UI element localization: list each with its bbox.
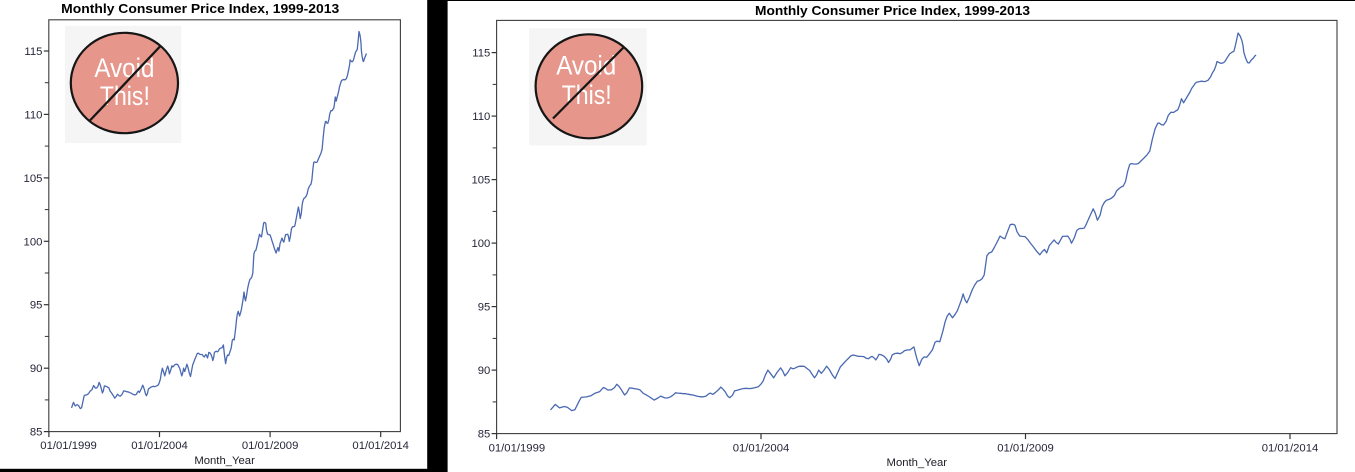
svg-text:Month_Year: Month_Year [887,457,948,469]
svg-text:Month_Year: Month_Year [194,455,255,467]
svg-text:85: 85 [30,427,43,439]
svg-text:95: 95 [478,302,491,314]
svg-text:115: 115 [24,46,42,58]
svg-text:01/01/2014: 01/01/2014 [352,440,409,452]
svg-text:01/01/1999: 01/01/1999 [40,440,97,452]
svg-text:This!: This! [100,81,150,111]
svg-text:Avoid: Avoid [94,53,154,83]
svg-text:01/01/2014: 01/01/2014 [1262,443,1319,455]
svg-text:85: 85 [478,429,491,441]
svg-text:Monthly Consumer Price Index,: Monthly Consumer Price Index, 1999-2013 [61,1,339,16]
svg-text:01/01/2009: 01/01/2009 [242,440,299,452]
svg-text:105: 105 [471,175,490,187]
svg-text:110: 110 [472,111,490,123]
svg-text:90: 90 [478,365,491,377]
svg-text:110: 110 [24,109,42,121]
svg-text:01/01/2009: 01/01/2009 [997,443,1054,455]
svg-text:01/01/2004: 01/01/2004 [733,443,790,455]
svg-text:95: 95 [30,300,43,312]
svg-text:100: 100 [471,238,490,250]
svg-text:105: 105 [24,173,43,185]
svg-text:01/01/1999: 01/01/1999 [489,443,546,455]
svg-text:115: 115 [472,48,490,60]
svg-text:01/01/2004: 01/01/2004 [131,440,188,452]
svg-text:100: 100 [24,236,43,248]
svg-text:Monthly Consumer Price Index,: Monthly Consumer Price Index, 1999-2013 [755,3,1030,18]
svg-text:90: 90 [30,363,43,375]
